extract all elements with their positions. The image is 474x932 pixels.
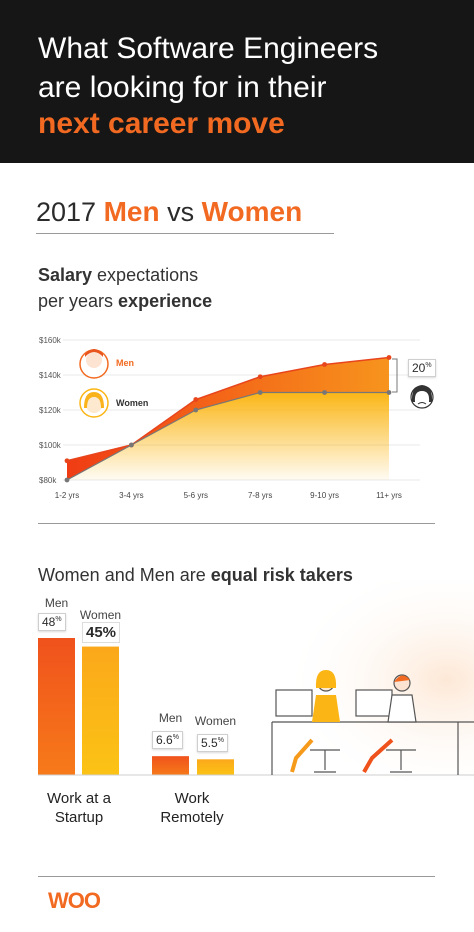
gap-percentage: 20% (408, 359, 436, 377)
y-tick-label: $80k (39, 476, 57, 485)
footer-divider (38, 876, 435, 877)
women-point (193, 407, 199, 413)
women-bar-series-label: Women (79, 607, 122, 622)
gap-unit: % (425, 362, 432, 369)
men-area (67, 357, 389, 480)
header-line-1: What Software Engineers (38, 32, 379, 65)
legend-men-label: Men (116, 358, 134, 368)
x-tick-label: 3-4 yrs (119, 491, 143, 500)
y-tick-label: $120k (39, 406, 62, 415)
women-point (386, 390, 392, 395)
women-area (67, 392, 389, 480)
salary-title-bold2: experience (118, 291, 213, 311)
category-remote-line2: Remotely (160, 809, 224, 826)
legend-men: Men (79, 349, 134, 379)
women-label: Women (201, 196, 303, 227)
x-tick-label: 9-10 yrs (310, 491, 339, 500)
women-point (257, 390, 263, 395)
salary-title-line2: per years (38, 291, 119, 311)
men-point (322, 362, 327, 367)
gap-value: 20 (412, 361, 426, 375)
men-bar-series-label: Men (158, 711, 183, 726)
women-bar (197, 759, 234, 775)
men-bar (152, 756, 189, 775)
y-tick-label: $100k (39, 441, 62, 450)
desk-illustration (271, 670, 474, 775)
year-label: 2017 (36, 197, 97, 227)
salary-section-title: Salary expectations per years experience (38, 262, 212, 314)
y-tick-label: $140k (39, 371, 62, 380)
x-tick-label: 1-2 yrs (55, 491, 79, 500)
y-tick-label: $160k (39, 336, 62, 345)
men-label: Men (103, 196, 160, 227)
vs-label: vs (167, 197, 195, 227)
women-bar-series-label: Women (194, 714, 237, 729)
men-point (386, 355, 392, 360)
header-line-3: next career move (38, 107, 285, 140)
women-line (66, 391, 389, 481)
men-bar-value: 6.6% (152, 731, 183, 750)
legend-women: Women (79, 388, 148, 418)
risk-bar-chart (38, 638, 474, 776)
women-point (129, 442, 134, 448)
women-bar-value: 45% (82, 621, 121, 643)
header-banner: What Software Engineers are looking for … (0, 0, 474, 163)
men-line (66, 356, 390, 462)
women-point (322, 390, 327, 395)
x-tick-label: 5-6 yrs (184, 491, 208, 500)
women-point (64, 477, 70, 483)
men-point (193, 397, 199, 402)
men-bar-series-label: Men (44, 596, 69, 610)
category-startup: Work at a Startup (30, 789, 128, 827)
section-divider-1 (38, 523, 435, 524)
men-point (64, 458, 70, 464)
men-point (257, 374, 263, 380)
x-tick-label: 7-8 yrs (248, 491, 272, 500)
woo-logo: WOO (48, 888, 101, 913)
comparison-title: 2017 Men vs Women (36, 196, 302, 228)
salary-area-chart: $160k $140k $120k $100k $80k 1-2 yrs 3-4 yrs 5-… (39, 336, 434, 500)
legend-women-label: Women (116, 398, 148, 408)
gap-bracket (392, 358, 398, 393)
men-bar (38, 638, 75, 775)
x-tick-label: 11+ yrs (376, 491, 402, 500)
salary-title-bold: Salary (38, 265, 93, 285)
category-remote: Work Remotely (143, 789, 241, 827)
category-startup-line2: Startup (54, 809, 104, 826)
men-bar-value: 48% (38, 613, 66, 631)
background-glow (200, 580, 474, 780)
salary-title-rest: expectations (92, 265, 199, 285)
risk-title-rest: Women and Men are (38, 565, 211, 585)
category-startup-line1: Work at a (47, 790, 111, 807)
women-bar-value: 5.5% (197, 734, 228, 753)
title-underline (36, 233, 334, 234)
women-bar (82, 646, 119, 775)
woman-face-icon (410, 385, 434, 409)
header-line-2: are looking for in their (38, 71, 327, 104)
category-remote-line1: Work (174, 790, 210, 807)
